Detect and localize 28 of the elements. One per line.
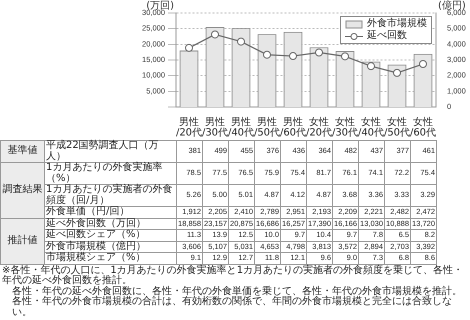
point	[185, 44, 193, 52]
x-tick-label: 女性/50代	[384, 116, 410, 138]
x-tick-label: 男性/30代	[202, 116, 228, 138]
point	[289, 52, 297, 60]
x-tick-label: 女性/60代	[410, 116, 436, 138]
point	[237, 38, 245, 46]
point	[393, 68, 401, 77]
point	[341, 52, 349, 60]
text: 各性・年代の延べ外食回数に、各性・年代の外食単価を乗じて、各性・年代の外食市場規模を推計。	[11, 286, 463, 296]
x-tick-label: 男性/50代	[254, 116, 280, 138]
point	[419, 60, 427, 68]
point	[211, 30, 219, 38]
x-tick-label: 女性/20代	[306, 116, 332, 138]
x-tick-label: 男性/40代	[228, 116, 254, 138]
legend-label: 外食市場規模	[367, 18, 427, 30]
text: 調査結果	[0, 162, 44, 218]
x-tick-label: 女性/30代	[332, 116, 358, 138]
text: 各性・年代の外食市場規模の合計は、有効桁数の関係で、年間の外食市場規模と完全には合致しない。	[11, 296, 453, 318]
x-tick-label: 男性/20代	[176, 116, 202, 138]
point	[263, 50, 271, 59]
x-tick-label: 女性/40代	[358, 116, 384, 138]
x-tick-label: 男性/60代	[280, 116, 306, 138]
text: ※各性・年代の人口に、1カ月あたりの外食実施率と1カ月あたりの実施者の外食頻度を乗じて、各性・年代の延べ外食回数を推計。	[2, 264, 464, 286]
point	[367, 62, 375, 70]
text: 推計値	[0, 218, 44, 264]
text: 基準値	[0, 140, 44, 162]
point	[315, 48, 323, 57]
legend-label: 延べ回数	[367, 30, 407, 42]
